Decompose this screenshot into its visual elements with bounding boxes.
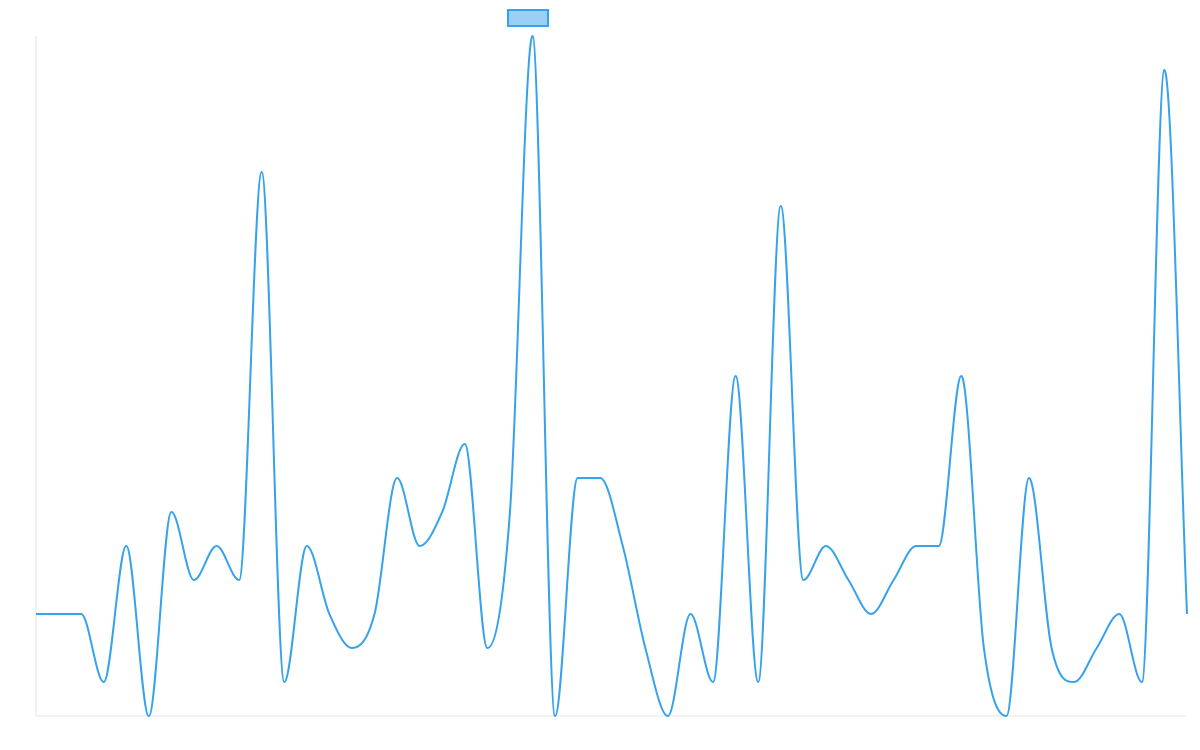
data-point[interactable] <box>1138 678 1146 686</box>
data-point[interactable] <box>167 508 175 516</box>
data-point[interactable] <box>664 712 672 720</box>
data-point[interactable] <box>461 440 469 448</box>
data-point[interactable] <box>935 542 943 550</box>
data-point[interactable] <box>77 610 85 618</box>
data-point[interactable] <box>1070 678 1078 686</box>
data-point[interactable] <box>957 372 965 380</box>
data-point[interactable] <box>1093 644 1101 652</box>
data-point[interactable] <box>100 678 108 686</box>
data-point[interactable] <box>529 32 537 40</box>
data-point[interactable] <box>619 542 627 550</box>
data-point[interactable] <box>1183 610 1191 618</box>
data-point[interactable] <box>641 644 649 652</box>
data-point[interactable] <box>190 576 198 584</box>
data-point[interactable] <box>844 576 852 584</box>
data-point[interactable] <box>32 610 40 618</box>
data-point[interactable] <box>55 610 63 618</box>
data-point[interactable] <box>393 474 401 482</box>
series-line <box>35 35 1188 717</box>
data-point[interactable] <box>777 202 785 210</box>
data-point[interactable] <box>799 576 807 584</box>
data-point[interactable] <box>235 576 243 584</box>
data-point[interactable] <box>280 678 288 686</box>
data-point[interactable] <box>145 712 153 720</box>
data-point[interactable] <box>303 542 311 550</box>
data-point[interactable] <box>1025 474 1033 482</box>
data-point[interactable] <box>483 644 491 652</box>
data-point[interactable] <box>754 678 762 686</box>
data-point[interactable] <box>890 576 898 584</box>
data-point[interactable] <box>822 542 830 550</box>
legend[interactable] <box>507 9 549 27</box>
data-point[interactable] <box>348 644 356 652</box>
data-point[interactable] <box>258 168 266 176</box>
series-layer <box>32 32 1191 720</box>
data-point[interactable] <box>980 644 988 652</box>
data-point[interactable] <box>596 474 604 482</box>
data-point[interactable] <box>371 610 379 618</box>
data-point[interactable] <box>867 610 875 618</box>
data-point[interactable] <box>574 474 582 482</box>
data-point[interactable] <box>686 610 694 618</box>
data-point[interactable] <box>325 610 333 618</box>
data-point[interactable] <box>1002 712 1010 720</box>
data-point[interactable] <box>1048 644 1056 652</box>
legend-swatch[interactable] <box>507 9 549 27</box>
data-point[interactable] <box>912 542 920 550</box>
data-point[interactable] <box>122 542 130 550</box>
data-point[interactable] <box>506 508 514 516</box>
data-point[interactable] <box>416 542 424 550</box>
data-point[interactable] <box>1115 610 1123 618</box>
data-point[interactable] <box>709 678 717 686</box>
data-point[interactable] <box>1160 66 1168 74</box>
data-point[interactable] <box>551 712 559 720</box>
data-point[interactable] <box>213 542 221 550</box>
data-point[interactable] <box>438 508 446 516</box>
data-point[interactable] <box>732 372 740 380</box>
